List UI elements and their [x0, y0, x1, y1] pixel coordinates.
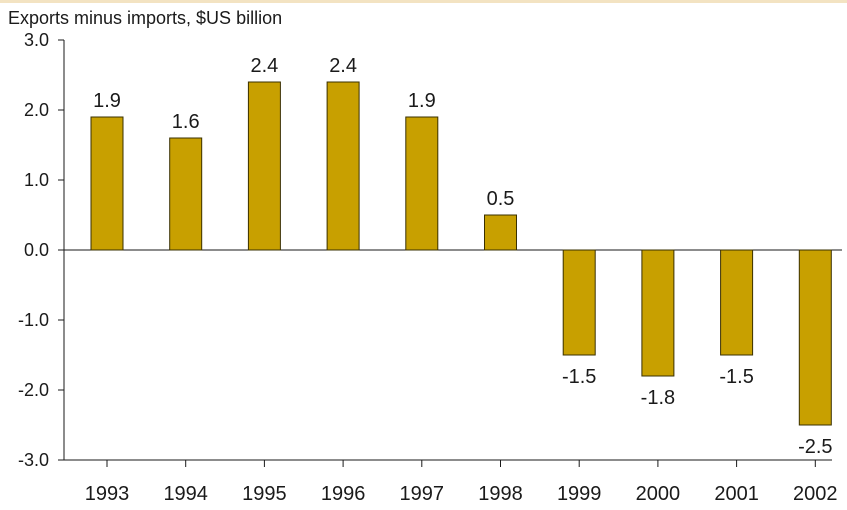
x-tick-label-1993: 1993 [85, 483, 130, 505]
data-label-1995: 2.4 [250, 55, 278, 77]
data-label-1994: 1.6 [172, 111, 200, 133]
x-tick-label-1997: 1997 [400, 483, 445, 505]
x-tick-label-2000: 2000 [636, 483, 681, 505]
y-tick-label: -2.0 [18, 380, 49, 400]
x-tick-label-1994: 1994 [163, 483, 208, 505]
bar-1995 [247, 81, 281, 251]
y-tick-label: 2.0 [24, 100, 49, 120]
x-tick-label-1995: 1995 [242, 483, 287, 505]
data-label-1993: 1.9 [93, 90, 121, 112]
bars: 1.9 1.6 2.4 2.4 1.9 0.5 -1.5 -1.8 -1.5 -2.5 [90, 55, 833, 458]
bar-2000 [641, 249, 675, 377]
bar-1998 [484, 214, 517, 251]
x-axis: 1993 1994 1995 1996 1997 1998 1999 2000 2001 2002 [64, 459, 838, 505]
y-tick-label: 1.0 [24, 170, 49, 190]
data-label-1999: -1.5 [562, 366, 596, 388]
data-label-2002: -2.5 [798, 436, 832, 458]
x-tick-label-1999: 1999 [557, 483, 602, 505]
y-tick-label: -1.0 [18, 310, 49, 330]
data-label-1998: 0.5 [487, 188, 515, 210]
y-tick-label: 3.0 [24, 30, 49, 50]
y-tick-label: 0.0 [24, 240, 49, 260]
bar-1997 [405, 116, 439, 251]
y-axis: 3.0 2.0 1.0 0.0 -1.0 -2.0 -3.0 [18, 30, 65, 470]
bar-1994 [169, 137, 203, 251]
data-label-2001: -1.5 [719, 366, 753, 388]
data-label-1996: 2.4 [329, 55, 357, 77]
chart-title: Exports minus imports, $US billion [8, 8, 283, 28]
bar-2002 [798, 249, 832, 426]
data-label-2000: -1.8 [641, 387, 675, 409]
bar-1999 [562, 249, 596, 356]
bar-1996 [326, 81, 360, 251]
x-tick-label-2002: 2002 [793, 483, 838, 505]
data-label-1997: 1.9 [408, 90, 436, 112]
y-tick-label: -3.0 [18, 450, 49, 470]
top-rule [0, 0, 847, 3]
x-tick-label-1998: 1998 [478, 483, 523, 505]
x-tick-label-2001: 2001 [714, 483, 759, 505]
bar-1993 [90, 116, 124, 251]
x-tick-label-1996: 1996 [321, 483, 366, 505]
bar-2001 [720, 249, 754, 356]
